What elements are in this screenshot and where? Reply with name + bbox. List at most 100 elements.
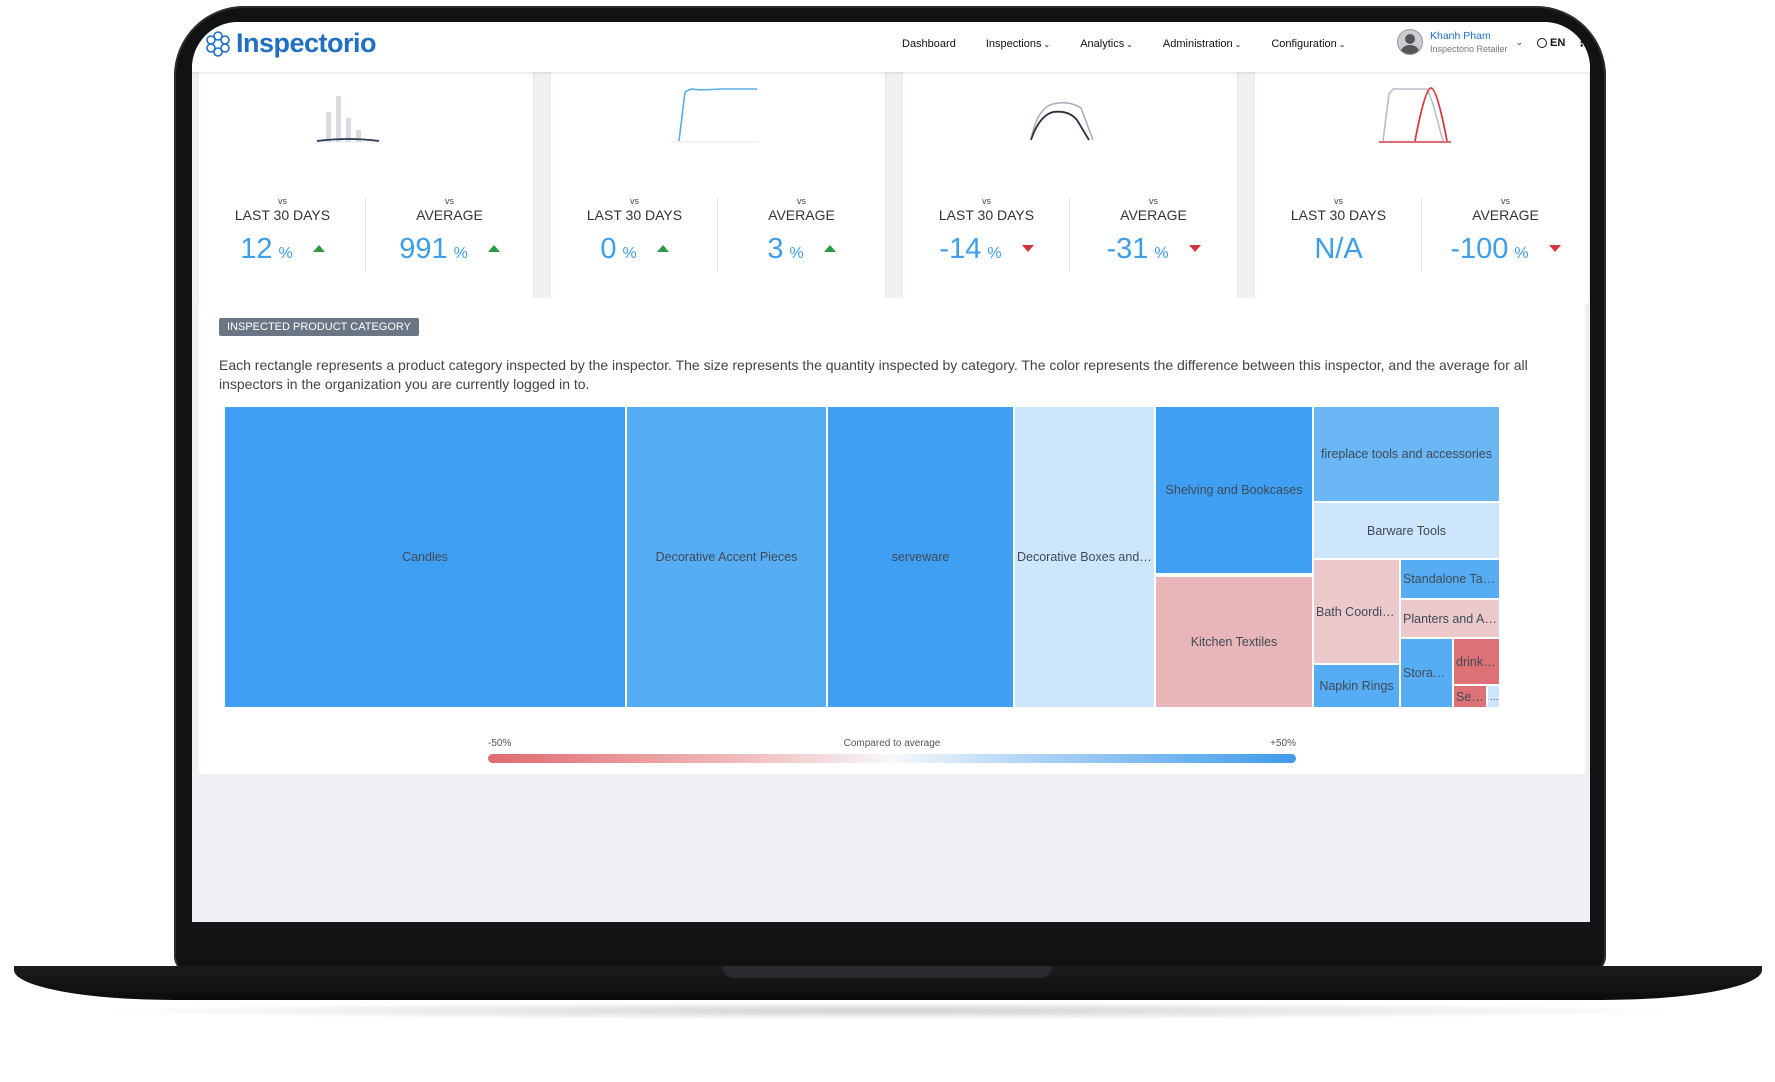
kpi-label: AVERAGE [416,207,483,223]
color-legend: -50% Compared to average +50% [488,738,1296,768]
trend-up-icon [487,245,500,252]
kpi-unit: % [789,245,804,262]
tile-label: Candles [402,550,448,564]
kpi-card: vs LAST 30 DAYS N/A vs AVERAGE -100 % [1255,66,1589,305]
top-navigation: Inspectorio Dashboard Inspections ⌄ Analy… [192,22,1590,72]
kpi-label: AVERAGE [768,207,835,223]
legend-min-label: -50% [488,738,512,749]
treemap-tile[interactable]: serveware [827,406,1014,708]
divider [1421,198,1422,272]
treemap-tile[interactable]: Decorative Boxes and B... [1014,406,1155,708]
legend-title: Compared to average [843,738,941,749]
kpi-label: LAST 30 DAYS [938,207,1035,223]
divider [1069,198,1070,272]
treemap-tile[interactable]: Barware Tools [1313,502,1500,559]
category-treemap: Candles Decorative Accent Pieces servewa… [224,406,1554,708]
treemap-tile[interactable]: Candles [224,406,626,708]
nav-dashboard-label: Dashboard [902,38,956,50]
nav-administration[interactable]: Administration ⌄ [1163,38,1241,50]
nav-configuration-label: Configuration [1271,38,1337,50]
treemap-tile[interactable]: Sea... [1453,685,1487,708]
treemap-tile[interactable]: Storage... [1400,638,1453,708]
treemap-tile[interactable]: Decorative Accent Pieces [626,406,827,708]
kpi-label: LAST 30 DAYS [234,207,331,223]
kpi-label: AVERAGE [1120,207,1187,223]
tile-label: Barware Tools [1367,523,1446,538]
kpi-last-30-days: vs LAST 30 DAYS -14 % [903,196,1070,266]
nav-configuration[interactable]: Configuration ⌄ [1271,38,1345,50]
tile-label: Standalone Tabl... [1403,572,1499,586]
nav-inspections[interactable]: Inspections ⌄ [986,38,1050,50]
sparkline-line-chart [1030,101,1094,141]
logo[interactable]: Inspectorio [204,28,377,59]
language-label: EN [1550,37,1566,49]
kpi-card: vs LAST 30 DAYS 0 % vs AVERAGE 3 % [551,66,885,305]
apps-grid-icon[interactable] [1580,37,1590,47]
kpi-last-30-days: vs LAST 30 DAYS N/A [1255,196,1422,266]
vs-label: vs [1501,196,1510,206]
tile-label: Kitchen Textiles [1190,635,1278,649]
nav-analytics[interactable]: Analytics ⌄ [1080,38,1133,50]
kpi-value: 12 [240,233,273,265]
logo-text: Inspectorio [236,28,377,58]
kpi-unit: % [1154,245,1169,262]
kpi-label: AVERAGE [1472,207,1539,223]
kpi-value: 0 [600,233,617,265]
trend-up-icon [312,245,325,252]
user-organization: Inspectorio Retailer [1430,44,1508,54]
divider [717,198,718,272]
nav-inspections-label: Inspections [985,38,1042,50]
nav-dashboard[interactable]: Dashboard [902,38,956,50]
kpi-value: -14 [939,233,982,265]
divider [365,198,366,272]
kpi-value: 3 [767,233,784,265]
sparkline-bar-chart [315,96,383,143]
screen-bottom-edge [192,922,1590,928]
user-name: Khanh Pham [1430,30,1491,42]
product-category-panel: INSPECTED PRODUCT CATEGORY Each rectangl… [199,298,1585,774]
tile-label: Napkin Rings [1319,679,1394,693]
treemap-tile[interactable]: Napkin Rings [1313,664,1400,708]
tile-label: Shelving and Bookcases [1165,483,1303,497]
avatar [1397,29,1423,55]
laptop-shadow [80,1002,1700,1020]
tile-label: fireplace tools and accessories [1321,447,1492,461]
tile-label: Planters and Ac... [1403,611,1499,626]
treemap-tile[interactable]: fireplace tools and accessories [1313,406,1500,502]
treemap-tile[interactable]: Bath Coordina... [1313,559,1400,664]
kpi-value: 991 [399,233,448,265]
sparkline-line-chart [1379,87,1451,143]
kpi-value: N/A [1314,233,1363,265]
treemap-tile[interactable]: Planters and Ac... [1400,599,1500,638]
treemap-tile[interactable]: drinkw... [1453,638,1500,685]
kpi-average: vs AVERAGE -31 % [1070,196,1237,266]
legend-max-label: +50% [1270,738,1296,749]
globe-icon [1537,38,1547,48]
kpi-last-30-days: vs LAST 30 DAYS 12 % [199,196,366,266]
user-menu[interactable]: Khanh Pham Inspectorio Retailer ⌄ [1397,29,1523,55]
treemap-tile[interactable]: Kitchen Textiles [1155,574,1313,708]
treemap-tile[interactable]: Standalone Tabl... [1400,559,1500,599]
main-menu: Dashboard Inspections ⌄ Analytics ⌄ Admini… [902,38,1375,50]
section-description: Each rectangle represents a product cate… [219,357,1528,392]
tile-label: ... [1490,691,1498,702]
chevron-down-icon: ⌄ [1234,40,1242,49]
vs-label: vs [797,196,806,206]
trend-down-icon [1548,245,1561,252]
treemap-tile[interactable]: ... [1487,685,1500,708]
vs-label: vs [982,196,991,206]
kpi-last-30-days: vs LAST 30 DAYS 0 % [551,196,718,266]
language-selector[interactable]: EN [1537,37,1565,49]
kpi-value: -31 [1106,233,1149,265]
nav-administration-label: Administration [1162,38,1233,50]
treemap-tile[interactable]: Shelving and Bookcases [1155,406,1313,574]
tile-label: Storage... [1403,666,1452,680]
kpi-unit: % [987,245,1002,262]
sparkline-line-chart [671,88,759,143]
vs-label: vs [278,196,287,206]
chevron-down-icon: ⌄ [1515,36,1524,47]
vs-label: vs [1334,196,1343,206]
kpi-average: vs AVERAGE -100 % [1422,196,1589,266]
kpi-unit: % [453,245,468,262]
tile-label: serveware [891,550,950,564]
